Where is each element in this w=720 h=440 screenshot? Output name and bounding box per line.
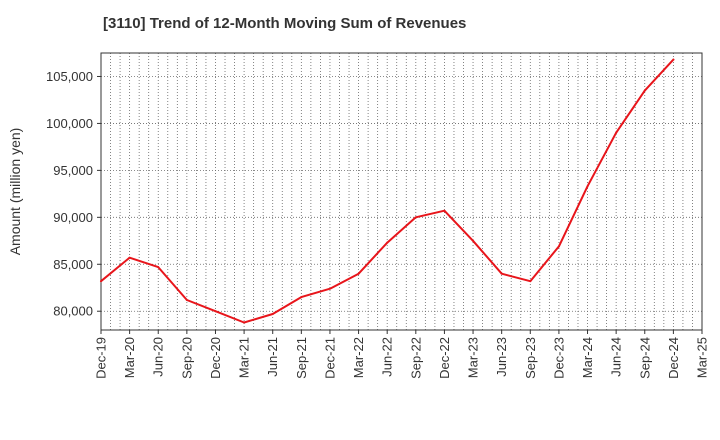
data-point bbox=[100, 280, 102, 283]
y-tick-label: 105,000 bbox=[46, 69, 93, 84]
x-tick-label: Jun-22 bbox=[380, 337, 395, 377]
data-point bbox=[529, 280, 532, 283]
x-tick-label: Sep-20 bbox=[179, 337, 194, 379]
plot-frame bbox=[100, 52, 703, 331]
y-tick-label: 80,000 bbox=[53, 304, 93, 319]
x-tick-label: Dec-21 bbox=[322, 337, 337, 379]
data-point bbox=[328, 287, 331, 290]
data-point bbox=[586, 185, 589, 188]
x-tick-label: Mar-23 bbox=[466, 337, 481, 378]
data-point bbox=[271, 313, 274, 316]
x-tick-label: Dec-22 bbox=[437, 337, 452, 379]
x-tick-label: Mar-20 bbox=[122, 337, 137, 378]
data-point bbox=[643, 89, 646, 92]
chart-title: [3110] Trend of 12-Month Moving Sum of R… bbox=[103, 15, 467, 32]
x-tick-label: Sep-24 bbox=[637, 337, 652, 379]
y-tick-label: 95,000 bbox=[53, 163, 93, 178]
x-tick-label: Mar-25 bbox=[695, 337, 710, 378]
data-point bbox=[357, 272, 360, 275]
data-point bbox=[243, 321, 246, 324]
data-point bbox=[214, 310, 217, 313]
data-point bbox=[443, 209, 446, 212]
data-point bbox=[557, 245, 560, 248]
x-tick-label: Mar-21 bbox=[237, 337, 252, 378]
x-tick-label: Dec-20 bbox=[208, 337, 223, 379]
data-point bbox=[185, 298, 188, 301]
data-point bbox=[386, 241, 389, 244]
data-point bbox=[500, 272, 503, 275]
data-point bbox=[414, 216, 417, 219]
data-point bbox=[615, 131, 618, 134]
data-point bbox=[300, 296, 303, 299]
x-tick-label: Sep-22 bbox=[408, 337, 423, 379]
x-tick-label: Mar-22 bbox=[351, 337, 366, 378]
y-axis-label: Amount (million yen) bbox=[7, 128, 23, 256]
y-tick-label: 90,000 bbox=[53, 210, 93, 225]
data-point bbox=[128, 256, 131, 259]
data-point bbox=[157, 266, 160, 269]
x-tick-label: Mar-24 bbox=[580, 337, 595, 378]
data-point bbox=[672, 58, 675, 61]
x-tick-label: Jun-21 bbox=[265, 337, 280, 377]
x-tick-label: Jun-23 bbox=[494, 337, 509, 377]
x-tick-label: Jun-24 bbox=[609, 337, 624, 377]
x-tick-label: Dec-24 bbox=[666, 337, 681, 379]
y-tick-label: 85,000 bbox=[53, 257, 93, 272]
x-tick-label: Dec-19 bbox=[94, 337, 109, 379]
x-tick-label: Jun-20 bbox=[151, 337, 166, 377]
data-point bbox=[472, 239, 475, 242]
x-tick-label: Dec-23 bbox=[551, 337, 566, 379]
x-tick-label: Sep-21 bbox=[294, 337, 309, 379]
y-tick-label: 100,000 bbox=[46, 116, 93, 131]
x-tick-label: Sep-23 bbox=[523, 337, 538, 379]
